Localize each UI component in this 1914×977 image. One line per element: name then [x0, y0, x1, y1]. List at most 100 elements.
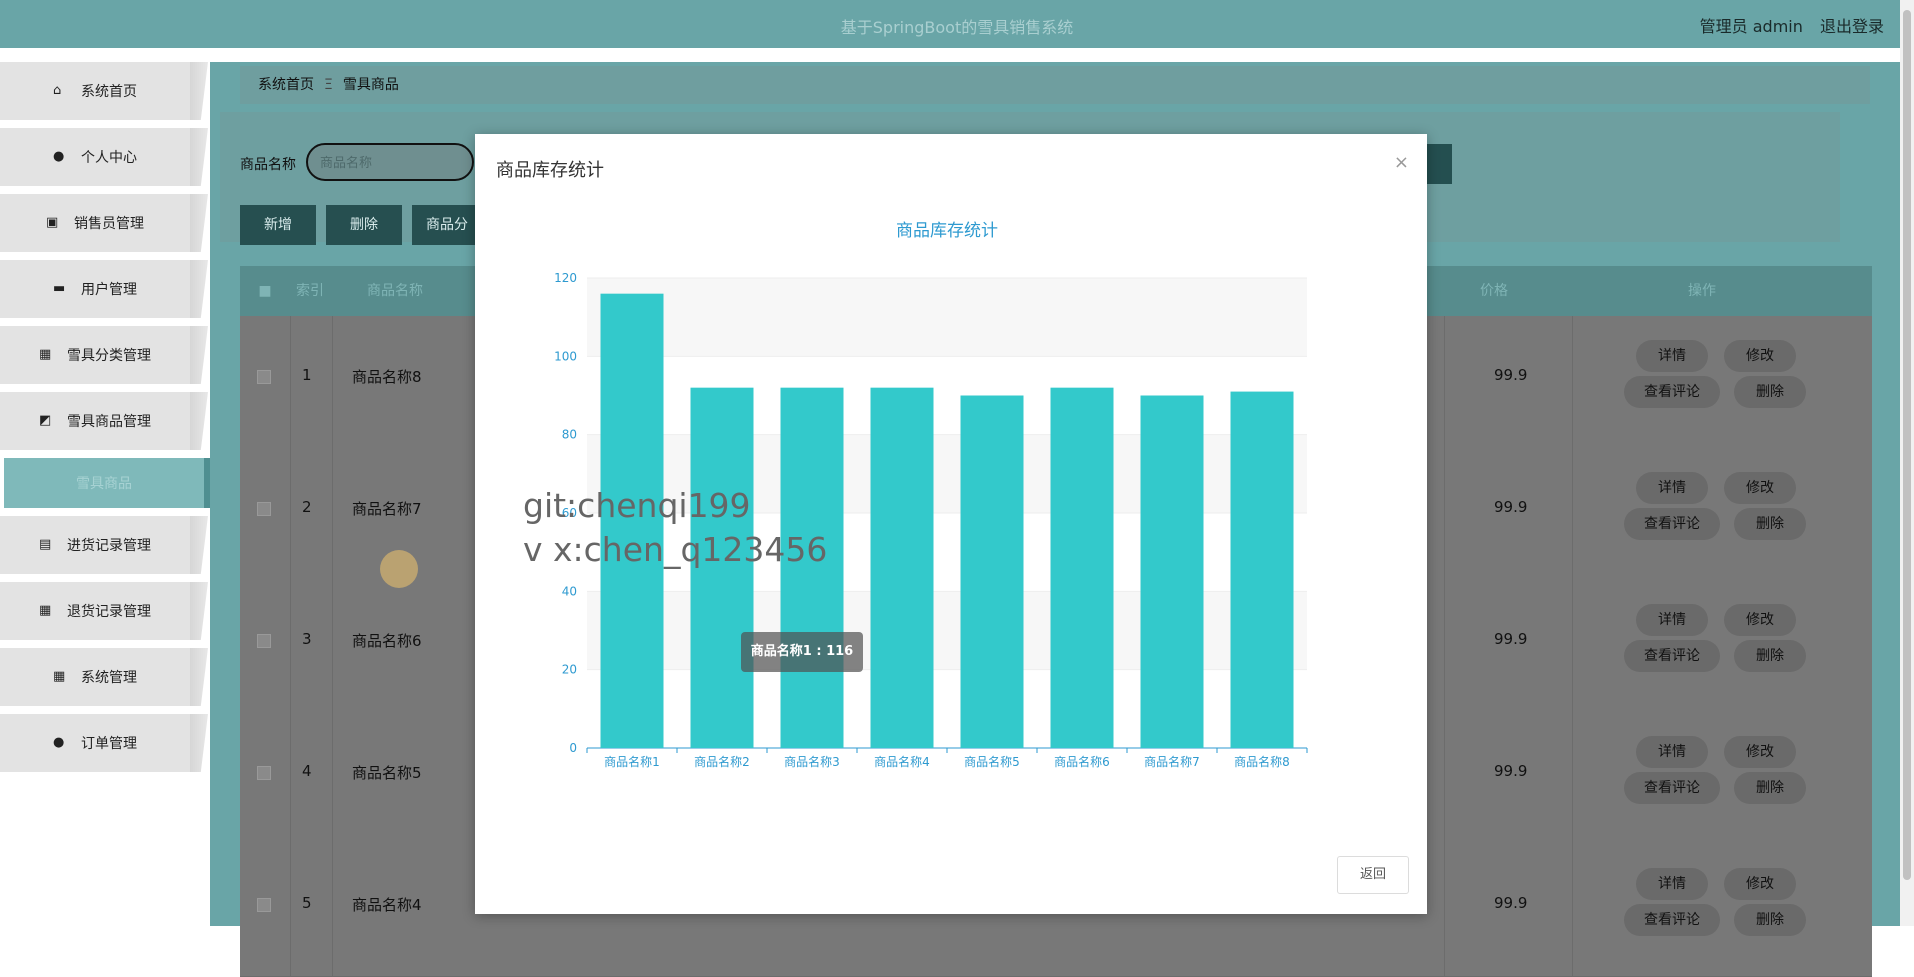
breadcrumb-home[interactable]: 系统首页	[258, 77, 314, 93]
logout-link[interactable]: 退出登录	[1819, 17, 1884, 36]
edit-button[interactable]: 修改	[1724, 736, 1796, 768]
divider	[1572, 316, 1573, 448]
sidebar-item[interactable]: ⌂ 系统首页	[0, 62, 190, 120]
scrollbar-thumb[interactable]	[1903, 10, 1911, 880]
x-tick-label: 商品名称6	[1054, 754, 1110, 769]
row-checkbox[interactable]	[257, 766, 271, 780]
chart-icon: ◩	[39, 413, 52, 428]
y-tick-label: 120	[554, 271, 577, 285]
sidebar-item-label: 雪具商品管理	[67, 414, 151, 430]
divider	[1444, 316, 1445, 448]
row-delete-button[interactable]: 删除	[1734, 376, 1806, 408]
row-index: 2	[302, 498, 312, 516]
bar	[690, 387, 754, 748]
delete-button[interactable]: 删除	[326, 205, 402, 245]
sidebar-item-label: 退货记录管理	[67, 604, 151, 620]
sidebar-item-label: 系统首页	[81, 84, 137, 100]
sidebar-item-label: 雪具分类管理	[67, 348, 151, 364]
sidebar-item[interactable]: ● 个人中心	[0, 128, 190, 186]
divider	[290, 448, 291, 580]
sidebar-item-label: 订单管理	[81, 736, 137, 752]
sidebar-item[interactable]: ● 订单管理	[0, 714, 190, 772]
bar	[1140, 395, 1204, 748]
edit-button[interactable]: 修改	[1724, 868, 1796, 900]
x-tick-label: 商品名称4	[874, 754, 930, 769]
row-delete-button[interactable]: 删除	[1734, 640, 1806, 672]
id-card-icon: ▣	[46, 215, 59, 230]
divider	[332, 844, 333, 976]
sidebar-item[interactable]: ▣ 销售员管理	[0, 194, 190, 252]
sidebar-item[interactable]: ▬ 用户管理	[0, 260, 190, 318]
x-tick-label: 商品名称1	[604, 754, 660, 769]
close-icon[interactable]: ×	[1393, 152, 1409, 173]
header: 基于SpringBoot的雪具销售系统 管理员 admin 退出登录	[0, 0, 1914, 48]
y-tick-label: 40	[562, 584, 577, 598]
divider	[1444, 448, 1445, 580]
dialog-title: 商品库存统计	[496, 160, 604, 181]
sidebar-item[interactable]: ◩ 雪具商品管理	[0, 392, 190, 450]
x-tick-label: 商品名称3	[784, 754, 840, 769]
bar	[1230, 391, 1294, 748]
add-button[interactable]: 新增	[240, 205, 316, 245]
x-tick-label: 商品名称7	[1144, 754, 1200, 769]
row-delete-button[interactable]: 删除	[1734, 508, 1806, 540]
comments-button[interactable]: 查看评论	[1624, 640, 1720, 672]
back-button[interactable]: 返回	[1337, 856, 1409, 894]
detail-button[interactable]: 详情	[1636, 604, 1708, 636]
scrollbar[interactable]	[1900, 0, 1914, 926]
row-name: 商品名称5	[352, 764, 422, 782]
detail-button[interactable]: 详情	[1636, 472, 1708, 504]
search-label: 商品名称	[240, 157, 296, 173]
row-checkbox[interactable]	[257, 634, 271, 648]
sidebar-item[interactable]: ▦ 系统管理	[0, 648, 190, 706]
home-icon: ⌂	[53, 83, 62, 98]
detail-button[interactable]: 详情	[1636, 868, 1708, 900]
sidebar-item-label: 进货记录管理	[67, 538, 151, 554]
header-index: 索引	[296, 283, 324, 299]
row-name: 商品名称4	[352, 896, 422, 914]
select-all-checkbox[interactable]: ■	[258, 283, 272, 299]
user-info: 管理员 admin 退出登录	[1700, 13, 1884, 37]
sidebar: ⌂ 系统首页 ● 个人中心 ▣ 销售员管理 ▬ 用户管理 ▦ 雪具分类管理 ◩ 雪具商品管理 雪具商品 ▤…	[0, 62, 210, 780]
comments-button[interactable]: 查看评论	[1624, 376, 1720, 408]
row-checkbox[interactable]	[257, 370, 271, 384]
sidebar-item[interactable]: ▦ 雪具分类管理	[0, 326, 190, 384]
comments-button[interactable]: 查看评论	[1624, 772, 1720, 804]
watermark-line2: v x:chen_q123456	[523, 530, 828, 569]
row-price: 99.9	[1494, 630, 1528, 648]
row-name: 商品名称8	[352, 368, 422, 386]
row-checkbox[interactable]	[257, 898, 271, 912]
bar	[960, 395, 1024, 748]
row-checkbox[interactable]	[257, 502, 271, 516]
y-tick-label: 60	[562, 506, 577, 520]
x-tick-label: 商品名称2	[694, 754, 750, 769]
stock-chart-dialog: 商品库存统计 × 商品库存统计 0 20 40 60 80 100 120 商品名称1 商品名称2…	[475, 134, 1427, 914]
bar	[1050, 387, 1114, 748]
header-price: 价格	[1480, 283, 1508, 299]
sidebar-subitem-active[interactable]: 雪具商品	[4, 458, 210, 508]
edit-button[interactable]: 修改	[1724, 340, 1796, 372]
divider	[290, 316, 291, 448]
row-delete-button[interactable]: 删除	[1734, 772, 1806, 804]
row-name: 商品名称7	[352, 500, 422, 518]
edit-button[interactable]: 修改	[1724, 604, 1796, 636]
detail-button[interactable]: 详情	[1636, 736, 1708, 768]
clipboard-icon: ▤	[39, 537, 52, 552]
divider	[1572, 844, 1573, 976]
y-tick-label: 100	[554, 349, 577, 363]
username: 管理员 admin	[1699, 17, 1803, 36]
divider	[1444, 580, 1445, 712]
divider	[1572, 712, 1573, 844]
search-input[interactable]: 商品名称	[306, 143, 474, 181]
sidebar-item[interactable]: ▤ 进货记录管理	[0, 516, 190, 574]
grid-icon: ▦	[39, 603, 52, 618]
edit-button[interactable]: 修改	[1724, 472, 1796, 504]
category-button[interactable]: 商品分	[412, 205, 482, 245]
sidebar-item[interactable]: ▦ 退货记录管理	[0, 582, 190, 640]
breadcrumb-current: 雪具商品	[342, 77, 399, 93]
comments-button[interactable]: 查看评论	[1624, 508, 1720, 540]
divider	[1572, 448, 1573, 580]
detail-button[interactable]: 详情	[1636, 340, 1708, 372]
bar	[780, 387, 844, 748]
user-icon: ●	[53, 735, 65, 750]
